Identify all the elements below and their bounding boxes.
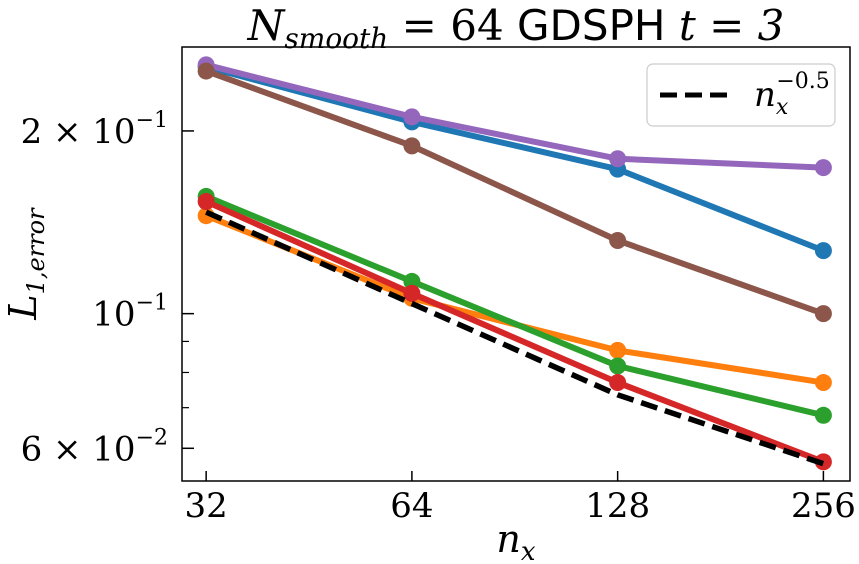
xlabel-main: n [496,517,520,561]
series-line-green [205,193,825,419]
legend-label-main: n [754,75,776,115]
ylabel-sub: 1,error [22,207,50,294]
x-tick-label: 128 [585,486,650,526]
x-tick-label: 64 [390,486,433,526]
title-subscript: smooth [284,22,388,55]
y-tick-label-base: 2 × 10 [21,112,136,152]
legend-label: nx−0.5 [754,69,830,120]
legend-box [646,63,836,127]
y-axis-label: L1,error [1,207,50,321]
data-point-brown [403,137,421,155]
data-point-green [609,357,627,375]
data-point-brown [814,305,832,323]
plot-frame [181,46,851,482]
legend: nx−0.5 [646,63,836,127]
data-point-red [403,284,421,302]
legend-label-sup: −0.5 [776,69,829,94]
data-point-red [609,374,627,392]
series-line-blue [205,64,825,254]
title-eq: = 64 [388,1,517,50]
series-layer [197,56,832,471]
y-tick-label-base: 6 × 10 [21,429,136,469]
title-method: GDSPH [517,1,665,50]
legend-label-sub: x [776,95,789,120]
series-line-purple [205,61,824,171]
data-point-purple [814,159,832,177]
x-axis-label: nx [496,517,535,564]
chart-title: Nsmooth = 64 GDSPH t = 3 [247,1,785,55]
series-line-red [204,198,825,465]
y-tick-label: 2 × 10−1 [21,108,168,152]
data-point-purple [609,150,627,168]
data-point-blue [814,242,832,260]
data-point-purple [403,108,421,126]
x-tick-label: 32 [185,486,228,526]
data-point-green [814,406,832,424]
data-point-brown [197,62,215,80]
ylabel-main: L [1,294,45,320]
xlabel-sub: x [521,537,536,564]
x-tick-label: 256 [791,486,856,526]
reference-line [205,209,825,467]
data-point-orange [609,341,627,359]
data-point-brown [609,231,627,249]
data-point-red [197,193,215,211]
data-point-green [403,272,421,290]
y-tick-label: 6 × 10−2 [21,425,168,469]
y-tick-label-exponent: −1 [136,108,168,133]
series-line-brown [205,68,825,317]
y-tick-label-base: 10 [92,295,135,335]
title-time: t = 3 [665,1,784,50]
data-point-orange [814,374,832,392]
title-n: N [247,1,286,50]
y-tick-label-exponent: −1 [136,291,168,316]
y-tick-label: 10−1 [92,291,168,335]
y-tick-label-exponent: −2 [136,425,168,450]
